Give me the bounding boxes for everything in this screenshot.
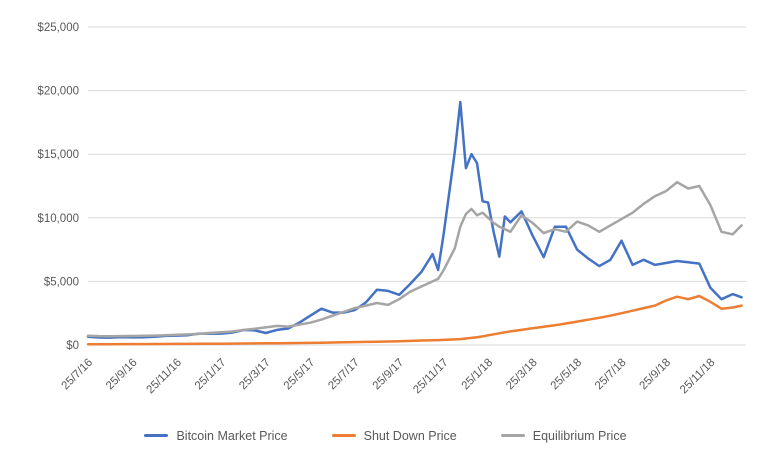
- x-axis-label: 25/11/16: [144, 357, 184, 397]
- series-line-bitcoin-market-price: [86, 100, 743, 339]
- x-axis-label: 25/5/17: [282, 357, 318, 393]
- x-axis-label: 25/3/17: [237, 357, 273, 393]
- legend-swatch-shut-down-price: [331, 434, 356, 438]
- series-line-shut-down-price: [86, 294, 743, 346]
- legend-swatch-equilibrium-price: [500, 434, 525, 438]
- series-line-equilibrium-price: [86, 180, 743, 338]
- y-axis-label: $0: [66, 340, 79, 352]
- y-axis-label: $25,000: [37, 22, 79, 34]
- legend-item-shut-down-price: Shut Down Price: [331, 428, 457, 443]
- x-axis-label: 25/3/18: [504, 357, 540, 393]
- x-axis-label: 25/9/16: [104, 357, 140, 393]
- chart-legend: Bitcoin Market Price Shut Down Price Equ…: [0, 428, 771, 443]
- x-axis-label: 25/9/17: [371, 357, 407, 393]
- legend-item-bitcoin-market-price: Bitcoin Market Price: [144, 428, 288, 443]
- y-axis-label: $5,000: [44, 276, 79, 288]
- y-axis-label: $20,000: [37, 86, 79, 98]
- y-axis-label: $10,000: [37, 213, 79, 225]
- x-axis-label: 25/7/17: [326, 357, 362, 393]
- x-axis-label: 25/5/18: [549, 357, 585, 393]
- legend-item-equilibrium-price: Equilibrium Price: [500, 428, 627, 443]
- x-axis-label: 25/1/17: [193, 357, 229, 393]
- x-axis-label: 25/11/17: [411, 357, 451, 397]
- legend-label-bitcoin-market-price: Bitcoin Market Price: [176, 428, 288, 443]
- y-axis-label: $15,000: [37, 149, 79, 161]
- x-axis-label: 25/7/18: [593, 357, 629, 393]
- legend-swatch-bitcoin-market-price: [144, 434, 169, 438]
- x-axis-label: 25/11/18: [678, 357, 718, 397]
- legend-label-equilibrium-price: Equilibrium Price: [532, 428, 627, 443]
- x-axis-label: 25/7/16: [60, 357, 96, 393]
- x-axis-label: 25/9/18: [638, 357, 674, 393]
- x-axis-label: 25/1/18: [460, 357, 496, 393]
- legend-label-shut-down-price: Shut Down Price: [363, 428, 457, 443]
